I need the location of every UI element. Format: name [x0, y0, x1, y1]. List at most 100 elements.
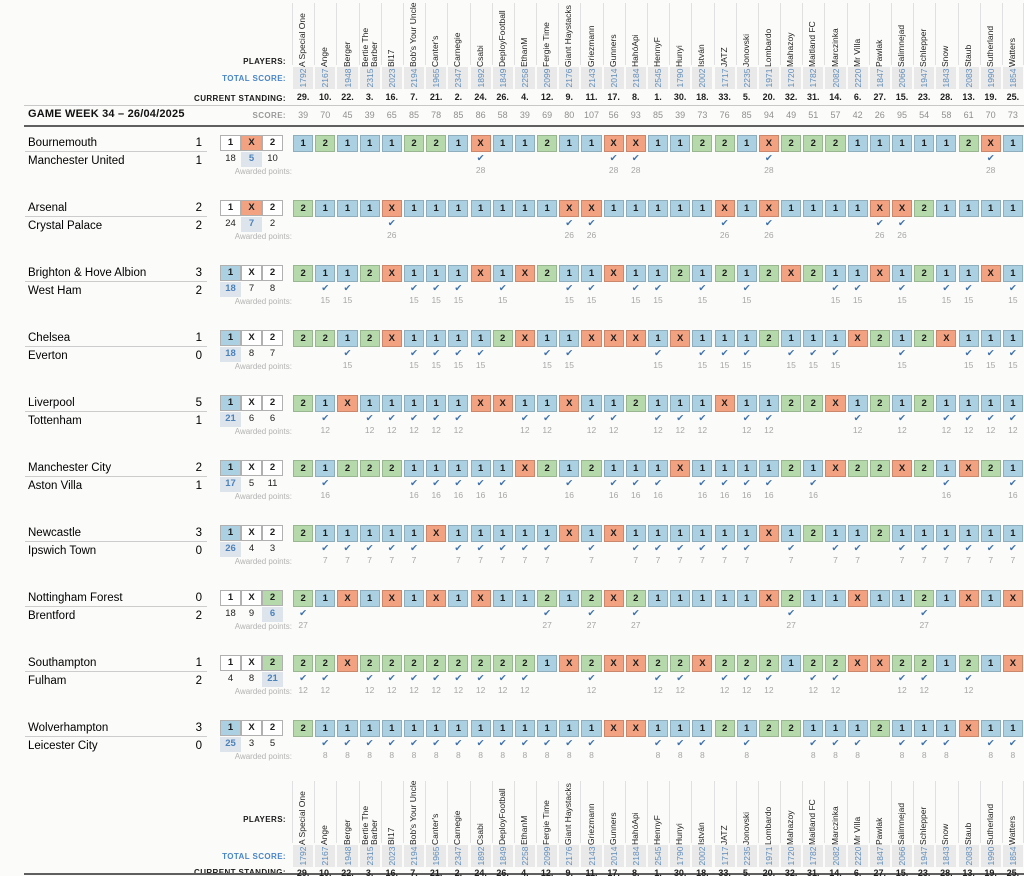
- prediction-cell: 2: [869, 460, 890, 477]
- check-icon: ✔: [742, 738, 751, 749]
- prediction-cell: X: [958, 460, 979, 477]
- count-cell: 4: [227, 673, 234, 684]
- player-name: Snow: [940, 45, 951, 67]
- check-icon: ✔: [809, 348, 818, 359]
- total-score-band-cell: [847, 67, 868, 89]
- check-icon: ✔: [676, 413, 685, 424]
- prediction-cell: 1: [980, 395, 1001, 412]
- prediction-cell: X: [603, 525, 624, 542]
- check-icon: ✔: [898, 543, 906, 554]
- points-value: 15: [431, 360, 441, 370]
- prediction-cell: 1: [448, 460, 469, 477]
- prediction-cell: 1: [647, 135, 669, 152]
- match-away-team: Brentford: [28, 610, 76, 622]
- check-icon: ✔: [920, 608, 929, 619]
- total-score-band-cell-footer: [803, 845, 824, 867]
- check-icon: ✔: [432, 673, 441, 684]
- total-score-band-cell-footer: [847, 845, 868, 867]
- prediction-cell: 2: [293, 525, 314, 542]
- match-home-team: Newcastle: [28, 527, 82, 539]
- prediction-cell: 2: [914, 590, 935, 607]
- check-icon: ✔: [698, 738, 707, 749]
- check-icon: ✔: [698, 413, 707, 424]
- prediction-cell: 1: [891, 720, 913, 737]
- check-icon: ✔: [587, 543, 596, 554]
- player-total-score-footer: 2176: [564, 846, 575, 866]
- check-icon: ✔: [520, 543, 529, 554]
- column-separator: [802, 3, 804, 65]
- check-icon: ✔: [476, 478, 485, 489]
- prediction-cell: 1: [958, 265, 979, 282]
- prediction-cell: 1: [736, 135, 757, 152]
- prediction-cell: 2: [869, 720, 890, 737]
- match-away-score: 1: [195, 480, 202, 492]
- points-value: 15: [453, 295, 464, 305]
- points-value: 8: [855, 750, 860, 760]
- points-value: 16: [941, 490, 952, 500]
- player-total-score: 2235: [741, 68, 752, 88]
- prediction-cell: 1: [647, 200, 669, 217]
- prediction-cell: 1: [581, 395, 602, 412]
- player-week-score: 51: [808, 110, 819, 120]
- total-score-band-cell-footer: [891, 845, 913, 867]
- column-separator: [358, 3, 360, 65]
- points-value: 7: [345, 555, 350, 565]
- prediction-cell: 1: [714, 590, 735, 607]
- result-header-cell: 2: [262, 655, 283, 671]
- footer-divider-thick: [24, 873, 1024, 875]
- prediction-cell: X: [603, 135, 624, 152]
- check-icon: ✔: [343, 738, 352, 749]
- check-icon: ✔: [410, 413, 418, 424]
- count-cell: 18: [220, 282, 241, 297]
- player-name: Maitland FC: [807, 21, 818, 67]
- prediction-cell: 1: [736, 590, 757, 607]
- fixture-divider: [25, 476, 207, 477]
- player-name-footer: Sutherland: [984, 803, 995, 845]
- player-total-score: 2220: [852, 68, 863, 88]
- player-total-score: 2167: [320, 68, 331, 88]
- check-icon: ✔: [1008, 348, 1017, 359]
- column-separator: [1001, 3, 1003, 65]
- points-value: 15: [542, 360, 552, 370]
- total-score-band-cell-footer: [714, 845, 735, 867]
- points-value: 12: [852, 425, 863, 435]
- check-icon: ✔: [299, 608, 308, 619]
- player-total-score-footer: 2220: [852, 846, 863, 866]
- player-total-score: 1892: [475, 68, 486, 88]
- check-icon: ✔: [698, 348, 707, 359]
- result-header-cell: 2: [262, 330, 283, 346]
- player-name-footer: Fergie Time: [541, 800, 552, 845]
- count-cell: 6: [262, 607, 283, 622]
- player-total-score-footer: 1792: [298, 846, 309, 866]
- prediction-cell: 1: [337, 525, 358, 542]
- check-icon: ✔: [986, 413, 995, 424]
- player-name-footer: Canter's: [430, 813, 441, 845]
- player-name-footer: Carnegie: [452, 810, 463, 846]
- prediction-cell: 1: [758, 460, 779, 477]
- points-value: 15: [963, 295, 974, 305]
- check-icon: ✔: [986, 348, 995, 359]
- points-value: 16: [564, 490, 575, 500]
- player-total-score-footer: 2083: [963, 846, 974, 866]
- total-score-band-cell: [914, 67, 935, 89]
- total-score-band-cell: [426, 67, 447, 89]
- points-value: 12: [985, 425, 996, 435]
- player-total-score: 1843: [941, 68, 952, 88]
- match-home-team: Brighton & Hove Albion: [28, 267, 147, 279]
- player-week-score: 57: [830, 110, 841, 120]
- player-standing: 26.: [496, 92, 509, 102]
- total-score-band-cell: [293, 67, 314, 89]
- match-home-score: 2: [195, 202, 202, 214]
- player-total-score-footer: 2002: [697, 846, 708, 866]
- player-total-score-footer: 1720: [786, 846, 797, 866]
- prediction-cell: 2: [293, 200, 314, 217]
- player-standing: 14.: [829, 92, 842, 102]
- prediction-cell: 1: [980, 525, 1001, 542]
- prediction-cell: X: [625, 135, 646, 152]
- prediction-cell: 1: [958, 200, 979, 217]
- result-header-cell: 2: [262, 460, 283, 476]
- prediction-cell: 2: [537, 135, 558, 152]
- points-value: 7: [367, 555, 372, 565]
- player-standing-footer: 24.: [474, 868, 487, 876]
- player-name: DeployFootball: [496, 10, 507, 67]
